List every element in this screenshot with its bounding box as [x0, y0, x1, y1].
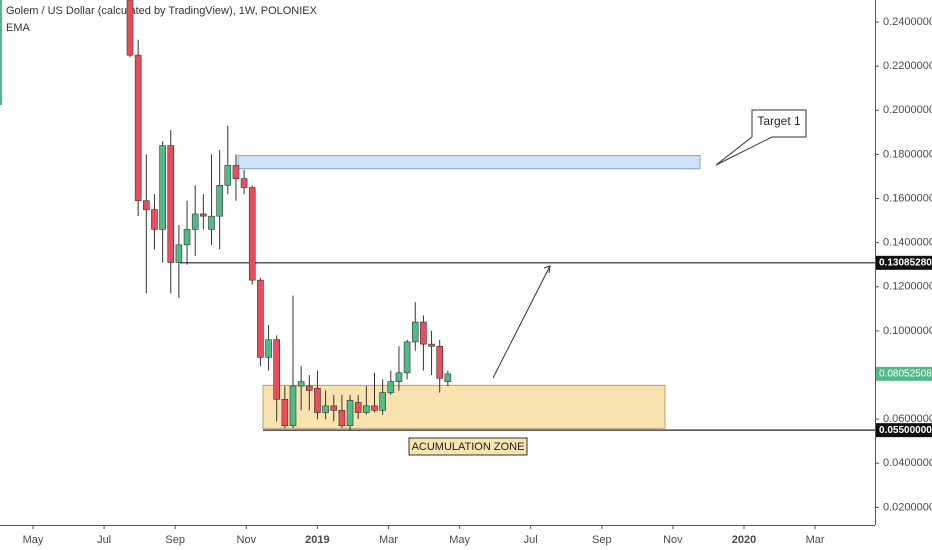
candle-body — [240, 178, 248, 188]
candle-body — [126, 0, 134, 56]
candle-body — [338, 409, 346, 427]
candle-body — [322, 405, 329, 413]
x-tick-label: Nov — [237, 534, 257, 546]
candle-body — [289, 385, 297, 427]
price-label: 0.05500000 — [879, 425, 932, 436]
candle-body — [444, 373, 452, 382]
x-tick-label: Mar — [379, 534, 398, 546]
candle-body — [257, 279, 264, 358]
price-label: 0.13085280 — [879, 257, 932, 268]
plot — [126, 0, 875, 431]
zone-label: ACUMULATION ZONE — [412, 441, 525, 453]
price-label-box — [876, 423, 932, 438]
price-label-box — [876, 255, 932, 270]
candle-body — [379, 392, 386, 411]
candle-body — [346, 400, 354, 427]
candle-body — [403, 341, 411, 374]
candle-body — [330, 405, 338, 411]
candle-body — [371, 405, 378, 411]
x-tick-label: Nov — [663, 534, 683, 546]
x-tick-label: Jul — [97, 534, 111, 546]
zone-label-box — [408, 437, 528, 456]
x-tick-label: Mar — [806, 534, 825, 546]
chart-title: Golem / US Dollar (calculated by Trading… — [6, 5, 318, 17]
candle-body — [216, 184, 223, 217]
candle-body — [200, 213, 207, 217]
candle-body — [143, 200, 150, 210]
candle-body — [395, 372, 403, 382]
candle-body — [305, 385, 313, 391]
candle-body — [273, 339, 281, 400]
candle-body — [224, 165, 232, 186]
candle-body — [363, 405, 370, 413]
candle-body — [387, 381, 395, 393]
arrow — [492, 265, 551, 379]
callout-box — [715, 109, 807, 166]
candle-body — [354, 402, 362, 413]
candle-body — [248, 187, 256, 281]
candle-body — [159, 145, 166, 230]
x-tick-label: 2019 — [305, 534, 329, 546]
x-tick-label: Sep — [592, 534, 612, 546]
candle-body — [314, 387, 321, 413]
candle-body — [134, 54, 142, 202]
candle-body — [436, 346, 444, 379]
x-tick-label: Sep — [165, 534, 185, 546]
candle-body — [167, 145, 175, 263]
callout-text: Target 1 — [757, 114, 801, 128]
x-tick-label: Jul — [524, 534, 538, 546]
candle-body — [208, 215, 215, 230]
x-tick-label: May — [449, 534, 470, 546]
indicator-label: EMA — [6, 22, 31, 34]
accumulation-zone — [262, 384, 666, 429]
arrow-head — [543, 265, 551, 274]
y-tick-label: 0.24000000 — [883, 16, 932, 28]
candle-body — [420, 321, 427, 345]
candle-body — [297, 381, 305, 387]
candle-body — [232, 165, 240, 179]
last-price-label: 0.08052508 — [879, 368, 932, 379]
candle-body — [411, 321, 419, 343]
candle-body — [151, 209, 158, 230]
candle-body — [191, 213, 199, 230]
candle-body — [265, 339, 272, 358]
x-tick-label: May — [23, 534, 44, 546]
x-tick-label: 2020 — [732, 534, 756, 546]
last-price-box — [876, 366, 932, 381]
candle-body — [428, 343, 435, 347]
target-zone — [237, 155, 701, 170]
candle-body — [281, 398, 289, 427]
candle-body — [175, 244, 183, 263]
candle-body — [183, 229, 191, 246]
